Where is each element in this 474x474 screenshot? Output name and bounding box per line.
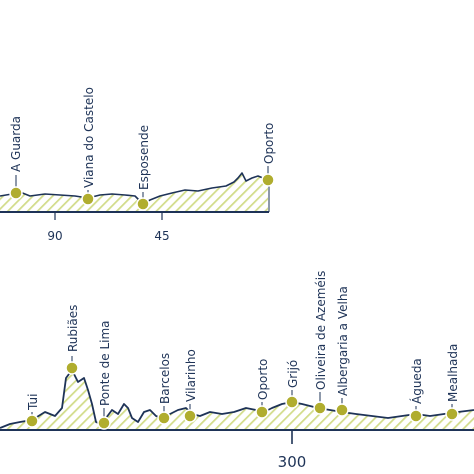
stop-label-tui: Tui (26, 394, 40, 411)
stop-label-esposende: Esposende (137, 125, 151, 190)
stop-marker-viana-do-castelo: Viana do Castelo (81, 87, 96, 206)
stop-marker-oporto-bottom: Oporto (255, 359, 270, 419)
stop-marker-oliveira-de-azemeis: Oliveira de Azeméis (313, 271, 328, 415)
stop-label-oporto-bottom: Oporto (256, 359, 270, 400)
bottom-axis-tick-300: 300 (278, 430, 307, 471)
stop-label-rubiaes: Rubiães (66, 305, 80, 352)
stop-marker-rubiaes: Rubiães (65, 305, 80, 375)
top-elevation-area (0, 173, 268, 212)
bottom-elevation-area (0, 370, 474, 430)
stop-label-barcelos: Barcelos (158, 353, 172, 404)
stop-marker-barcelos: Barcelos (157, 353, 172, 425)
top-axis-tick-90: 90 (47, 212, 63, 243)
stop-label-a-guarda: A Guarda (9, 116, 23, 172)
stop-marker-ponte-de-lima: Ponte de Lima (97, 320, 112, 430)
stop-label-vilarinho: Vilarinho (184, 349, 198, 402)
svg-text:90: 90 (47, 229, 62, 243)
bottom-route-profile: Tui Rubiães Ponte de Lima Barcelos Vilar… (0, 271, 474, 471)
stop-marker-vilarinho: Vilarinho (183, 349, 198, 423)
top-route-profile: A Guarda Viana do Castelo Esposende Opor… (0, 87, 276, 243)
stop-label-agueda: Águeda (409, 358, 424, 404)
stop-label-viana-do-castelo: Viana do Castelo (82, 87, 96, 188)
stop-marker-agueda: Águeda (409, 358, 424, 423)
stop-label-albergaria-a-velha: Albergaria a Velha (336, 286, 350, 396)
stop-label-grijo: Grijó (286, 360, 300, 388)
top-axis-tick-45: 45 (154, 212, 170, 243)
stop-marker-esposende: Esposende (136, 125, 151, 211)
stop-label-ponte-de-lima: Ponte de Lima (98, 320, 112, 406)
stop-marker-grijo: Grijó (285, 360, 300, 409)
svg-text:45: 45 (154, 229, 169, 243)
stop-marker-oporto-top: Oporto (261, 123, 276, 187)
stop-marker-a-guarda: A Guarda (9, 116, 23, 200)
stop-label-mealhada: Mealhada (446, 344, 460, 402)
stop-marker-albergaria-a-velha: Albergaria a Velha (335, 286, 350, 417)
svg-text:300: 300 (278, 453, 307, 471)
top-elevation-line (0, 172, 269, 205)
stop-label-oliveira-de-azemeis: Oliveira de Azeméis (314, 271, 328, 390)
stop-marker-tui: Tui (25, 394, 40, 428)
stop-marker-mealhada: Mealhada (445, 344, 460, 421)
stop-label-oporto-top: Oporto (262, 123, 276, 164)
